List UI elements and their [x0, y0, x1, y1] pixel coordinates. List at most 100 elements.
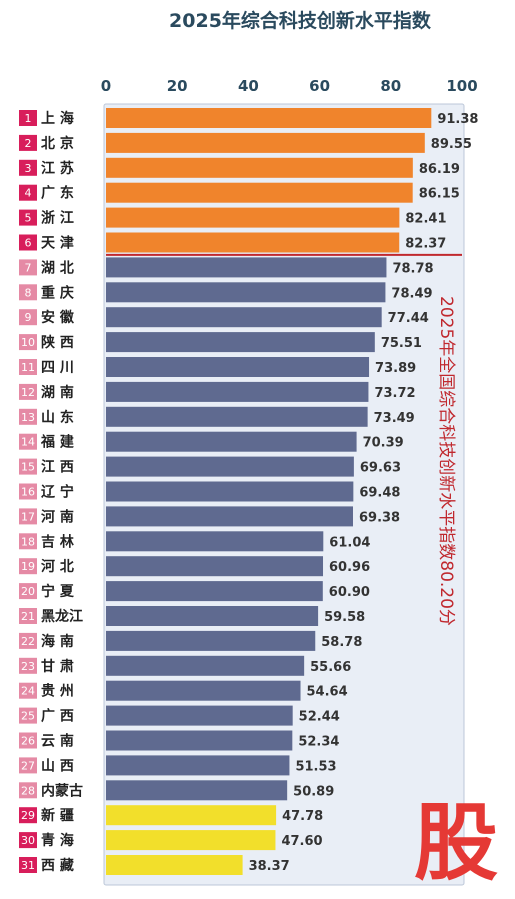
bar: [106, 755, 290, 776]
rank-badge: [19, 433, 37, 450]
chart-title: 2025年综合科技创新水平指数: [169, 9, 432, 32]
data-label: 69.38: [359, 510, 400, 525]
data-label: 73.89: [375, 361, 416, 376]
data-label: 50.89: [293, 784, 334, 799]
bar: [106, 606, 319, 626]
category-label: 湖 南: [41, 384, 74, 401]
data-label: 78.49: [391, 286, 432, 301]
bar: [106, 680, 301, 701]
bar: [106, 307, 382, 328]
x-tick-label: 20: [167, 77, 188, 95]
rank-number: 23: [21, 660, 35, 673]
rank-badge: [19, 608, 37, 624]
data-label: 70.39: [363, 436, 404, 451]
rank-badge: [19, 184, 37, 201]
category-label: 西 藏: [41, 857, 74, 874]
bar: [106, 182, 413, 203]
category-label: 甘 肃: [41, 658, 74, 675]
bar: [106, 630, 316, 651]
bar: [106, 506, 353, 527]
bar: [106, 655, 305, 676]
category-label: 广 西: [41, 708, 74, 725]
rank-number: 21: [21, 610, 35, 623]
data-label: 91.38: [437, 112, 478, 127]
rank-badge: [19, 334, 37, 351]
rank-badge: [19, 632, 37, 649]
rank-number: 29: [21, 809, 35, 822]
rank-badge: [19, 309, 37, 326]
category-label: 河 北: [41, 558, 74, 575]
data-label: 73.49: [374, 411, 415, 426]
x-tick-label: 40: [238, 77, 259, 95]
category-label: 重 庆: [41, 284, 74, 301]
bar: [106, 805, 277, 826]
bar: [106, 830, 276, 851]
rank-badge: [19, 757, 37, 774]
rank-number: 28: [21, 784, 35, 797]
category-label: 贵 州: [41, 683, 74, 700]
bar: [106, 381, 369, 402]
category-label: 安 徽: [41, 309, 75, 326]
rank-number: 30: [21, 834, 35, 847]
category-label: 新 疆: [41, 807, 74, 824]
bar: [106, 232, 400, 253]
rank-badge: [19, 234, 37, 251]
category-label: 陕 西: [41, 334, 74, 351]
rank-badge: [19, 209, 37, 226]
category-label: 吉 林: [41, 533, 74, 550]
category-label: 山 西: [41, 758, 74, 774]
category-label: 辽 宁: [41, 484, 74, 501]
data-label: 54.64: [307, 685, 348, 700]
rank-badge: [19, 558, 37, 575]
rank-badge: [19, 408, 37, 425]
rank-badge: [19, 807, 37, 824]
rank-number: 11: [21, 361, 35, 374]
rank-badge: [19, 134, 37, 151]
bar: [106, 332, 375, 353]
rank-number: 31: [21, 859, 35, 872]
data-label: 89.55: [431, 137, 472, 152]
x-tick-label: 100: [446, 77, 477, 95]
annotation-vertical-text: 2025年全国综合科技创新水平指数80.20分: [436, 296, 456, 626]
data-label: 73.72: [374, 386, 415, 401]
rank-badge: [19, 483, 37, 500]
bar: [106, 556, 324, 577]
bar: [106, 132, 425, 153]
rank-number: 13: [21, 411, 35, 424]
category-label: 黑龙江: [41, 608, 83, 625]
rank-number: 24: [21, 685, 35, 698]
row-labels: 1 上 海 91.38 2 北 京 89.55 3 江 苏 86.19 4 广 东 86.15 5 浙 江…: [19, 110, 478, 874]
bar: [106, 257, 387, 278]
x-tick-label: 60: [309, 77, 330, 95]
data-label: 86.15: [419, 187, 460, 202]
rank-number: 26: [21, 735, 35, 748]
rank-number: 20: [21, 585, 35, 598]
rank-number: 27: [21, 759, 35, 772]
data-label: 59.58: [324, 610, 365, 625]
rank-badge: [19, 259, 37, 276]
rank-badge: [19, 110, 37, 126]
data-label: 61.04: [329, 535, 370, 550]
data-label: 52.34: [298, 735, 339, 750]
data-label: 58.78: [321, 635, 362, 650]
rank-badge: [19, 857, 37, 873]
category-label: 江 西: [41, 459, 74, 476]
rank-number: 5: [25, 212, 32, 225]
data-label: 75.51: [381, 336, 422, 351]
bar: [106, 730, 293, 751]
rank-badge: [19, 732, 37, 749]
rank-badge: [19, 533, 37, 550]
bar: [106, 705, 293, 726]
x-axis: 0 20 40 60 80 100: [101, 77, 478, 95]
rank-number: 22: [21, 635, 35, 648]
data-label: 82.41: [405, 212, 446, 227]
rank-badge: [19, 359, 37, 375]
bar: [106, 481, 354, 502]
category-label: 河 南: [41, 508, 74, 525]
data-label: 69.48: [359, 486, 400, 501]
category-label: 北 京: [41, 135, 74, 152]
rank-badge: [19, 383, 37, 400]
data-label: 77.44: [388, 311, 429, 326]
rank-number: 4: [25, 187, 32, 200]
